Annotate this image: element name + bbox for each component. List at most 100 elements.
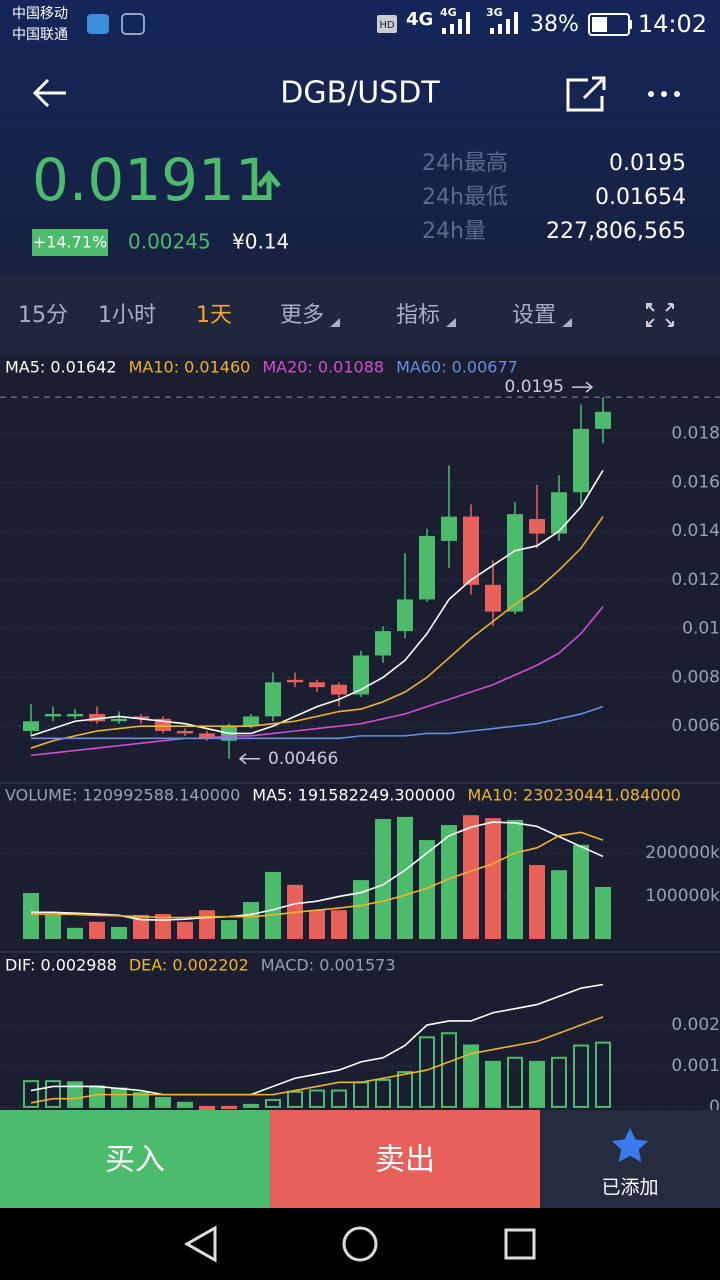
candle-body (243, 716, 259, 727)
y-tick-label: 0.014 (671, 521, 720, 541)
volume-bar (221, 920, 237, 939)
candle-body (353, 655, 369, 695)
tab[interactable]: 15分 (18, 303, 68, 328)
tab[interactable]: 更多 (280, 303, 324, 328)
tab[interactable]: 1天 (196, 303, 232, 328)
network: 3G (486, 6, 503, 19)
volume-bar (243, 902, 259, 939)
sell-label: 卖出 (375, 1143, 435, 1178)
macd-bar (595, 1041, 611, 1108)
volume-bar (111, 926, 127, 939)
candle-body (199, 733, 215, 739)
y-tick-label: 0.002 (671, 1015, 720, 1035)
volume-bar (353, 880, 369, 939)
back-button[interactable] (32, 78, 66, 108)
volume-bar (265, 871, 281, 939)
macd-bar (331, 1089, 347, 1108)
max-arrow (572, 381, 594, 393)
sell-button[interactable] (270, 1110, 540, 1208)
y-tick-label: 100000k (645, 886, 720, 906)
volume-bar (199, 910, 215, 939)
nav-home[interactable] (342, 1226, 378, 1262)
y-tick-label: 0.018 (671, 424, 720, 444)
more-button[interactable] (648, 91, 680, 97)
tabs: 15分 1小时 1天 更多 指标 设置 (18, 303, 573, 328)
min-arrow (238, 753, 260, 765)
nav-back[interactable] (183, 1225, 217, 1263)
candle-body (287, 679, 303, 683)
macd-bar (353, 1081, 369, 1108)
legend-entry: MA20: 0.01088 (262, 358, 384, 377)
cny-price: ¥0.14 (232, 230, 289, 254)
ma-line (31, 705, 604, 740)
macd-bar (573, 1044, 589, 1108)
share-button[interactable] (566, 76, 606, 112)
star (612, 1128, 648, 1162)
tab[interactable]: 指标 (396, 303, 440, 328)
ma-line (31, 831, 604, 919)
stat-value: 227,806,565 (546, 219, 686, 244)
hd-badge (377, 15, 397, 33)
candle-body (463, 516, 479, 585)
nav-recent[interactable] (504, 1228, 536, 1260)
min-label: 0.00466 (268, 749, 338, 769)
candle-body (23, 721, 39, 732)
macd-bar (485, 1060, 501, 1108)
macd-bar (551, 1056, 567, 1108)
candle-body (529, 519, 545, 534)
macd-bar (375, 1078, 391, 1108)
stats: 24h最高 0.0195 24h最低 0.01654 24h量 227,806,565 (422, 151, 686, 244)
change: 0.00245 (128, 230, 211, 254)
candle-body (133, 716, 149, 719)
candle-body (89, 713, 105, 722)
macd-bar (287, 1090, 303, 1108)
candle-body (177, 731, 193, 734)
macd-bar (463, 1044, 479, 1108)
macd-bar (309, 1089, 325, 1108)
volume-bar (67, 927, 83, 939)
ma-line (30, 983, 604, 1096)
ma-line (30, 516, 604, 749)
macd-bar (265, 1098, 281, 1108)
battery-tip (629, 20, 632, 29)
candle-body (309, 682, 325, 688)
stat-value: 0.0195 (609, 151, 686, 176)
candle-body (551, 492, 567, 534)
candle-body (45, 713, 61, 717)
buy-button[interactable] (0, 1110, 270, 1208)
macd-bar (419, 1036, 435, 1108)
y-tick-label: 0 (709, 1097, 720, 1117)
macd-bar (67, 1081, 83, 1108)
macd-bar (243, 1103, 259, 1108)
ma-line (30, 469, 604, 737)
stat-label: 24h最低 (422, 185, 508, 210)
change-badge (32, 229, 108, 256)
legend-entry: MA10: 0.01460 (129, 358, 251, 377)
stat-label: 24h量 (422, 219, 486, 244)
favorite-button[interactable] (540, 1110, 720, 1208)
volume-bar (507, 819, 523, 939)
nav-bar (0, 1208, 720, 1280)
app-icon (87, 14, 109, 34)
y-tick-label: 0.001 (671, 1056, 720, 1076)
y-tick-label: 0.008 (671, 667, 720, 687)
pair-title: DGB/USDT (280, 76, 440, 111)
macd-bar (529, 1060, 545, 1108)
candle-body (375, 631, 391, 656)
fullscreen-button[interactable] (646, 303, 674, 327)
dropdown-caret (562, 318, 573, 327)
candle-body (265, 682, 281, 717)
carrier: 中国联通 (12, 27, 68, 43)
favorite-label: 已添加 (601, 1177, 658, 1199)
up-arrow (257, 170, 281, 200)
tab[interactable]: 1小时 (98, 303, 156, 328)
candle-body (419, 536, 435, 600)
volume-bar (133, 914, 149, 939)
y-tick-label: 0.01 (682, 619, 720, 639)
candle-body (331, 684, 347, 695)
tab[interactable]: 设置 (512, 303, 556, 328)
macd-bar (177, 1101, 193, 1108)
candle-body (507, 514, 523, 612)
